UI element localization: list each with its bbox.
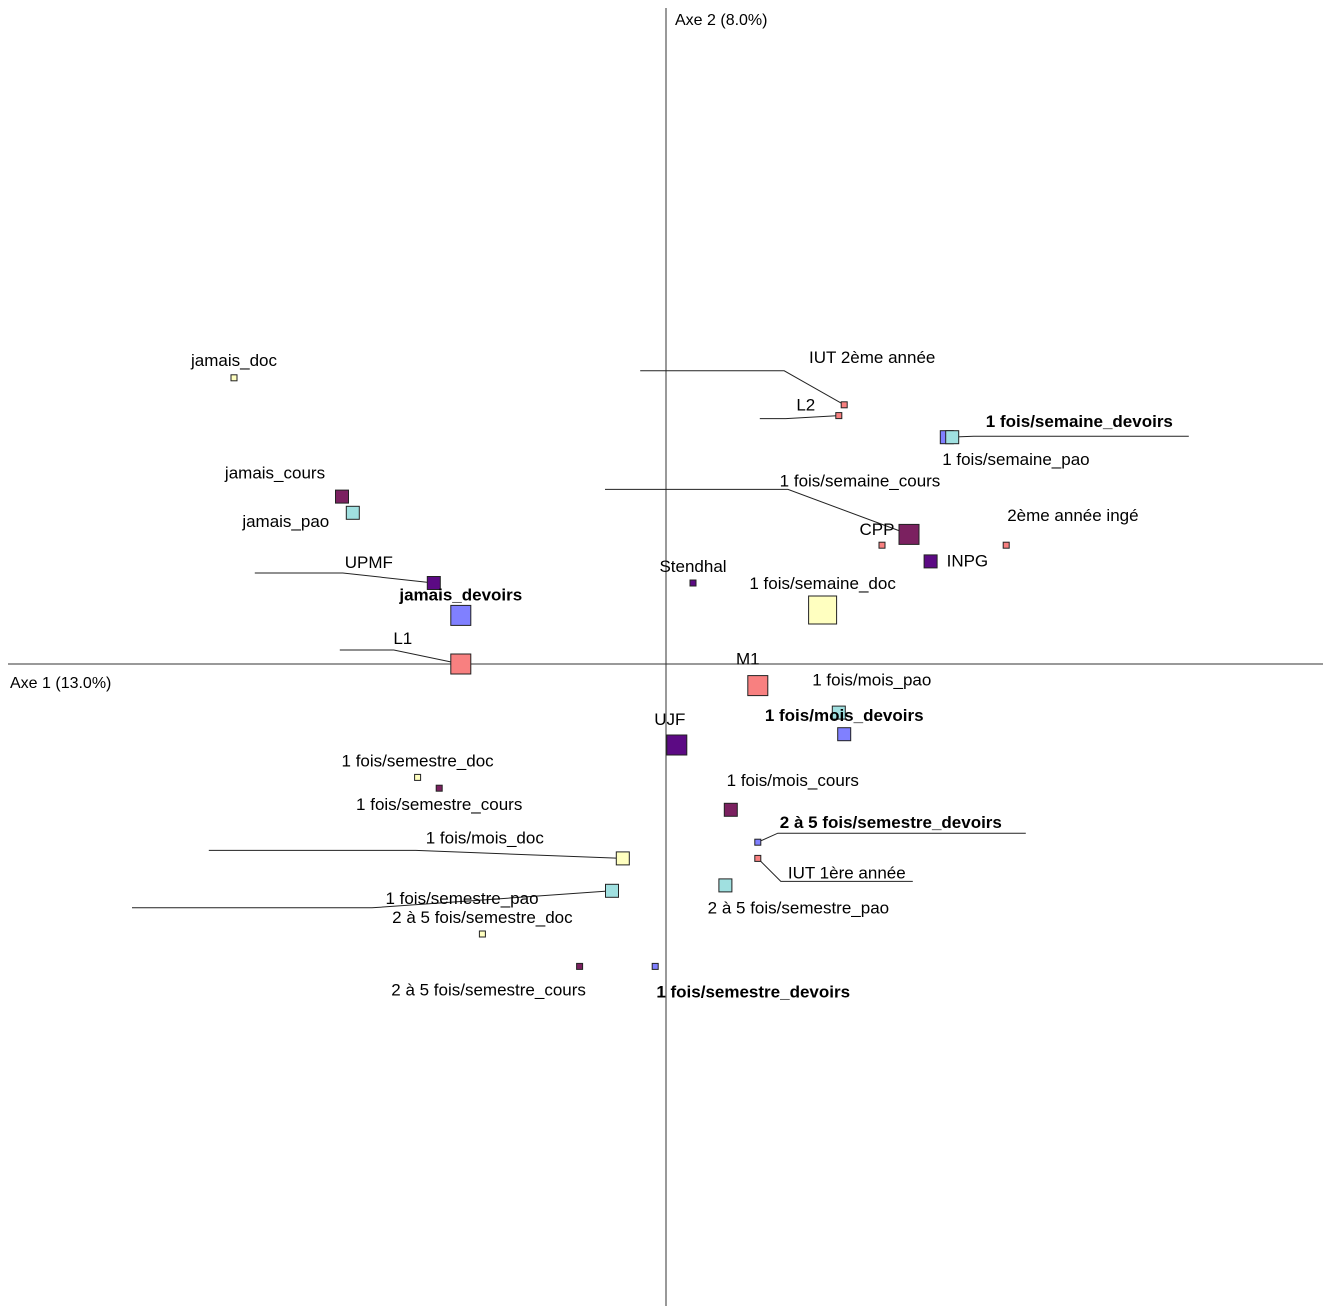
- point-label-upmf: UPMF: [345, 553, 393, 572]
- point-label-2-5-fois-semestre-cours: 2 à 5 fois/semestre_cours: [391, 980, 586, 999]
- point-marker-jamais-pao: [345, 505, 360, 520]
- point-label-1-fois-mois-devoirs: 1 fois/mois_devoirs: [765, 706, 924, 725]
- point-marker-1-fois-semestre-doc: [414, 773, 422, 781]
- leader-line-iut-1-re-ann-e: [757, 858, 913, 882]
- point-markers: [230, 374, 1010, 970]
- point-marker-jamais-devoirs: [450, 604, 472, 626]
- leader-line-1-fois-semaine-devoirs: [946, 435, 1189, 438]
- leader-line-2-5-fois-semestre-devoirs: [757, 832, 1026, 843]
- point-label-ujf: UJF: [654, 710, 685, 729]
- leader-line-l1: [339, 649, 461, 665]
- point-marker-1-fois-semestre-cours: [435, 784, 443, 792]
- point-label-l1: L1: [393, 629, 412, 648]
- axis-2-title: Axe 2 (8.0%): [675, 12, 767, 29]
- point-marker-upmf: [426, 576, 441, 590]
- point-label-2-5-fois-semestre-devoirs: 2 à 5 fois/semestre_devoirs: [780, 813, 1002, 832]
- point-marker-1-fois-mois-doc: [615, 851, 630, 866]
- point-marker-ujf: [666, 734, 688, 756]
- leader-line-1-fois-mois-doc: [208, 849, 623, 859]
- point-marker-m1: [747, 675, 769, 697]
- point-label-1-fois-mois-pao: 1 fois/mois_pao: [812, 671, 931, 690]
- point-label-1-fois-semestre-doc: 1 fois/semestre_doc: [342, 751, 495, 770]
- point-label-1-fois-semaine-devoirs: 1 fois/semaine_devoirs: [986, 412, 1173, 431]
- point-marker-1-fois-mois-devoirs: [837, 727, 852, 742]
- point-label-2-me-ann-e-ing: 2ème année ingé: [1007, 506, 1138, 525]
- point-label-1-fois-semestre-pao: 1 fois/semestre_pao: [385, 889, 538, 908]
- point-label-inpg: INPG: [947, 551, 989, 570]
- point-marker-iut-1-re-ann-e: [754, 854, 762, 862]
- point-label-1-fois-mois-cours: 1 fois/mois_cours: [727, 771, 859, 790]
- point-marker-l1: [450, 653, 472, 675]
- point-label-1-fois-semaine-pao: 1 fois/semaine_pao: [942, 450, 1089, 469]
- point-marker-jamais-cours: [335, 489, 349, 504]
- point-label-1-fois-semaine-doc: 1 fois/semaine_doc: [749, 574, 896, 593]
- point-label-2-5-fois-semestre-doc: 2 à 5 fois/semestre_doc: [392, 908, 573, 927]
- point-marker-iut-2-me-ann-e: [840, 401, 848, 409]
- point-marker-2-5-fois-semestre-pao: [718, 878, 733, 893]
- point-label-1-fois-semaine-cours: 1 fois/semaine_cours: [780, 471, 941, 490]
- point-marker-l2: [835, 412, 843, 420]
- point-label-cpp: CPP: [860, 520, 895, 539]
- point-marker-2-5-fois-semestre-devoirs: [754, 838, 762, 846]
- point-label-jamais-cours: jamais_cours: [224, 464, 325, 483]
- point-marker-1-fois-mois-pao: [831, 705, 846, 720]
- leader-line-1-fois-semaine-cours: [605, 488, 910, 535]
- point-marker-cpp: [878, 541, 886, 549]
- point-labels: jamais_doc jamais_cours jamais_pao UPMF jama…: [190, 348, 1173, 1002]
- point-label-iut-2-me-ann-e: IUT 2ème année: [809, 348, 935, 367]
- point-marker-stendhal: [689, 579, 697, 587]
- point-label-1-fois-semestre-devoirs: 1 fois/semestre_devoirs: [656, 982, 850, 1001]
- point-label-jamais-doc: jamais_doc: [190, 351, 277, 370]
- leader-line-upmf: [254, 572, 434, 584]
- point-marker-1-fois-semaine-pao: [945, 430, 960, 445]
- point-marker-1-fois-semestre-pao: [605, 883, 619, 898]
- point-marker-2-5-fois-semestre-doc: [478, 930, 486, 938]
- point-marker-jamais-doc: [230, 374, 238, 382]
- point-marker-1-fois-semaine-doc: [808, 595, 838, 625]
- leader-line-iut-2-me-ann-e: [640, 370, 845, 406]
- point-label-jamais-pao: jamais_pao: [241, 512, 329, 531]
- point-marker-2-5-fois-semestre-cours: [576, 962, 584, 970]
- point-marker-inpg: [923, 554, 938, 569]
- point-marker-1-fois-semestre-devoirs: [651, 962, 659, 970]
- point-label-jamais-devoirs: jamais_devoirs: [398, 585, 522, 604]
- point-label-stendhal: Stendhal: [659, 557, 726, 576]
- point-label-1-fois-mois-doc: 1 fois/mois_doc: [426, 828, 545, 847]
- point-label-2-5-fois-semestre-pao: 2 à 5 fois/semestre_pao: [708, 898, 889, 917]
- leader-line-1-fois-semestre-pao: [132, 890, 613, 909]
- point-label-1-fois-semestre-cours: 1 fois/semestre_cours: [356, 795, 522, 814]
- point-marker-1-fois-mois-cours: [723, 802, 738, 817]
- leader-line-l2: [759, 415, 839, 420]
- point-marker-2-me-ann-e-ing: [1002, 541, 1010, 549]
- axis-1-title: Axe 1 (13.0%): [10, 675, 111, 692]
- point-marker-1-fois-semaine-cours: [898, 523, 920, 545]
- point-label-l2: L2: [796, 396, 815, 415]
- point-label-m1: M1: [736, 650, 760, 669]
- point-label-iut-1-re-ann-e: IUT 1ère année: [788, 863, 906, 882]
